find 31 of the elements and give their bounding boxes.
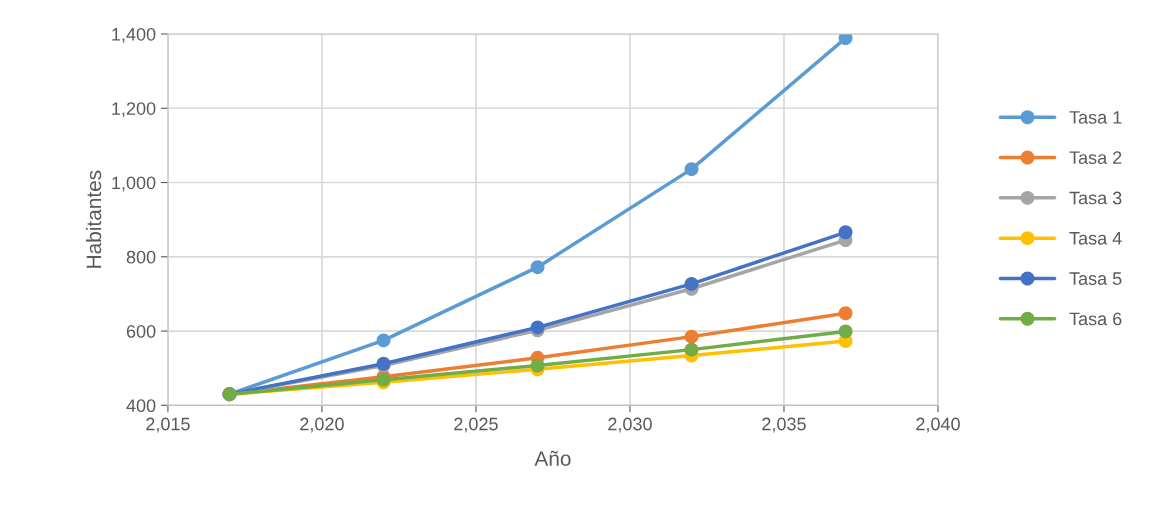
point — [838, 225, 853, 240]
legend-label: Tasa 1 — [1069, 111, 1122, 124]
y-tick-label: 400 — [126, 399, 156, 413]
legend-label: Tasa 3 — [1069, 191, 1122, 205]
legend-label: Tasa 2 — [1069, 151, 1122, 165]
x-tick-label: 2,020 — [300, 417, 344, 433]
y-tick-label: 1,000 — [112, 176, 156, 192]
x-tick-label: 2,030 — [608, 417, 652, 433]
point — [530, 260, 545, 275]
y-tick-label: 600 — [126, 324, 156, 338]
point — [530, 358, 545, 373]
point — [838, 324, 853, 339]
legend-label: Tasa 6 — [1069, 312, 1122, 326]
x-tick-label: 2,015 — [146, 417, 190, 433]
y-axis-title: Habitantes — [85, 170, 102, 268]
point — [684, 162, 699, 177]
point — [684, 276, 699, 291]
point — [684, 342, 699, 357]
point — [838, 306, 853, 321]
y-tick-label: 1,400 — [112, 27, 156, 43]
x-axis-title: Año — [534, 450, 571, 466]
x-tick-label: 2,040 — [916, 417, 960, 433]
x-tick-label: 2,035 — [762, 417, 806, 433]
legend-label: Tasa 4 — [1069, 232, 1122, 245]
point — [838, 34, 853, 46]
point — [684, 329, 699, 344]
x-tick-label: 2,025 — [454, 417, 498, 433]
y-tick-label: 1,200 — [112, 102, 156, 118]
point — [376, 333, 391, 348]
legend-label: Tasa 5 — [1069, 272, 1122, 285]
y-tick-label: 800 — [126, 250, 156, 264]
